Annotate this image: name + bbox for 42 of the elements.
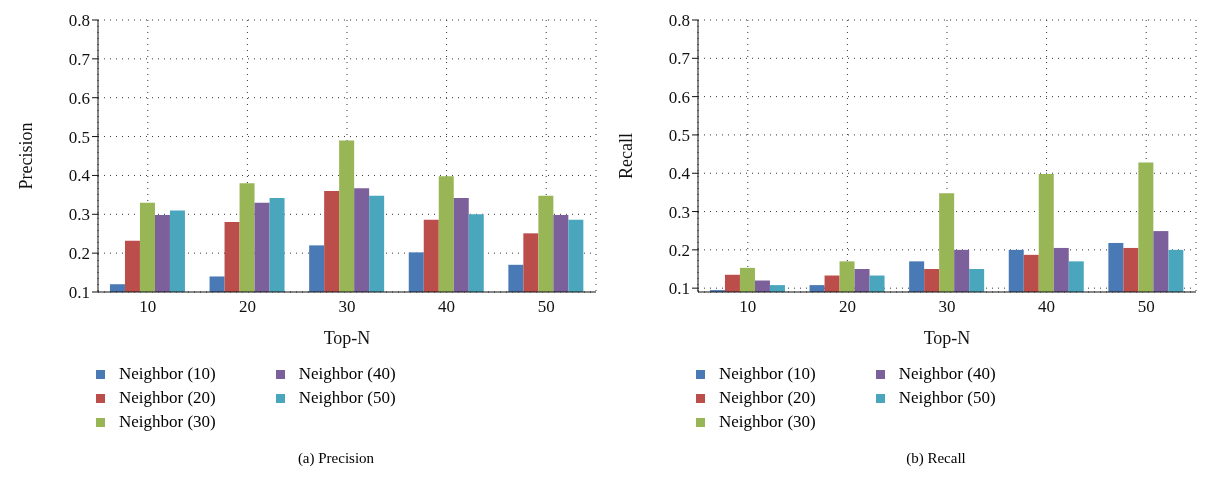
y-tick-label: 0.5 (668, 125, 690, 145)
y-tick-label: 0.4 (668, 164, 691, 184)
legend-label: Neighbor (30) (719, 412, 816, 432)
y-tick-label: 0.8 (68, 11, 90, 31)
y-axis-title: Recall (616, 133, 637, 179)
y-tick-label: 0.6 (668, 87, 690, 107)
legend-label: Neighbor (10) (119, 364, 216, 384)
legend-label: Neighbor (50) (898, 388, 996, 408)
y-tick-label: 0.6 (68, 88, 90, 108)
y-tick-label: 0.3 (668, 202, 690, 222)
y-tick-label: 0.8 (668, 11, 690, 31)
y-tick-label: 0.7 (68, 49, 91, 69)
x-tick-label: 10 (739, 297, 757, 317)
x-tick-label: 40 (1038, 297, 1056, 317)
x-axis-title: Top-N (323, 328, 371, 348)
y-tick-label: 0.2 (668, 240, 690, 260)
legend-label: Neighbor (40) (298, 364, 396, 384)
y-tick-label: 0.1 (68, 283, 90, 303)
legend-label: Neighbor (20) (119, 388, 216, 408)
y-tick-label: 0.3 (68, 205, 90, 225)
y-axis-title: Precision (16, 122, 37, 190)
x-tick-label: 50 (1137, 297, 1155, 317)
legend-label: Neighbor (30) (119, 412, 216, 432)
x-tick-label: 50 (537, 297, 555, 317)
legend-label: Neighbor (20) (719, 388, 816, 408)
x-tick-label: 20 (238, 297, 256, 317)
x-axis-title: Top-N (923, 328, 971, 348)
x-tick-label: 40 (438, 297, 456, 317)
legend-label: Neighbor (50) (298, 388, 396, 408)
x-tick-label: 30 (338, 297, 356, 317)
y-tick-label: 0.5 (68, 127, 90, 147)
legend-label: Neighbor (40) (898, 364, 996, 384)
legend-label: Neighbor (10) (719, 364, 816, 384)
y-tick-label: 0.4 (68, 166, 91, 186)
x-tick-label: 30 (938, 297, 956, 317)
y-tick-label: 0.2 (68, 244, 90, 264)
x-tick-label: 20 (838, 297, 856, 317)
x-tick-label: 10 (139, 297, 157, 317)
y-tick-label: 0.7 (668, 49, 691, 69)
y-tick-label: 0.1 (668, 279, 690, 299)
text: (a) Precision (296, 450, 376, 467)
text: (b) Recall (905, 450, 967, 467)
